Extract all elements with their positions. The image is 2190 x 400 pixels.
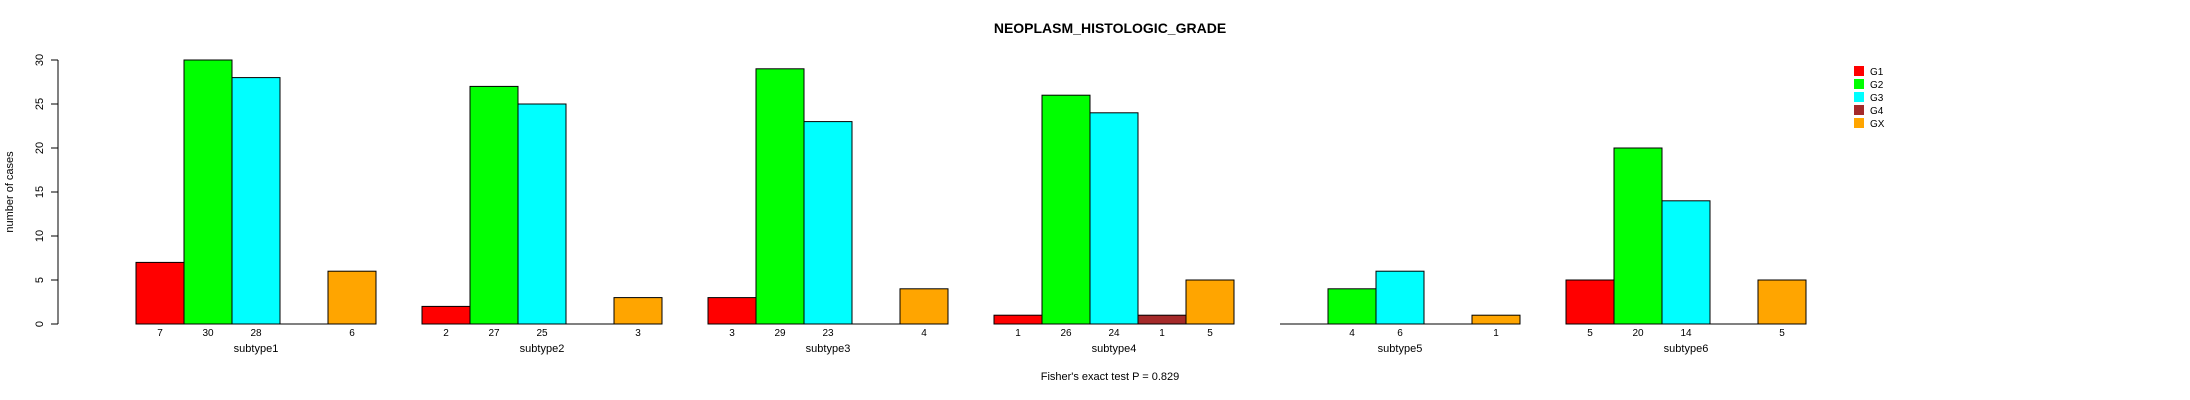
legend-label-GX: GX xyxy=(1870,119,1885,130)
bar-G1-subtype6 xyxy=(1565,279,1615,325)
bar-value-label: 4 xyxy=(921,328,927,339)
bar-value-label: 1 xyxy=(1159,328,1165,339)
legend-label-G2: G2 xyxy=(1870,80,1884,91)
y-tick-label: 15 xyxy=(34,186,46,198)
bar-G3-subtype3 xyxy=(803,121,853,325)
category-label: subtype2 xyxy=(520,343,565,355)
bar-value-label: 7 xyxy=(157,328,163,339)
bar-G4-subtype4 xyxy=(1137,314,1187,325)
legend-swatch-G1 xyxy=(1854,66,1864,76)
bar-GX-subtype3 xyxy=(899,288,949,325)
legend: G1 G2 G3 G4 GX xyxy=(1854,66,1885,130)
y-tick-label: 30 xyxy=(34,54,46,66)
bar-GX-subtype6 xyxy=(1757,279,1807,325)
y-tick-label: 25 xyxy=(34,98,46,110)
bar-GX-subtype2 xyxy=(613,297,663,325)
bar-G3-subtype1 xyxy=(231,77,281,325)
category-label: subtype5 xyxy=(1378,343,1423,355)
bar-groups: 7 30 28 6 subtype1 2 27 25 3 subtype2 3 29 23 4 subtyp… xyxy=(135,59,1807,355)
bar-group-subtype1: 7 30 28 6 subtype1 xyxy=(135,59,377,355)
bar-value-label: 25 xyxy=(536,328,548,339)
legend-label-G3: G3 xyxy=(1870,93,1884,104)
bar-value-label: 24 xyxy=(1108,328,1120,339)
bar-value-label: 23 xyxy=(822,328,834,339)
bar-group-subtype6: 5 20 14 5 subtype6 xyxy=(1565,147,1807,355)
bar-value-label: 27 xyxy=(488,328,500,339)
legend-swatch-G3 xyxy=(1854,92,1864,102)
bar-group-subtype5: 4 6 1 subtype5 xyxy=(1280,270,1521,355)
y-axis: 0 5 10 15 20 25 30 xyxy=(34,54,59,327)
bar-G3-subtype5 xyxy=(1375,270,1425,325)
bar-value-label: 14 xyxy=(1680,328,1692,339)
bar-GX-subtype4 xyxy=(1185,279,1235,325)
legend-label-G1: G1 xyxy=(1870,67,1884,78)
footnote: Fisher's exact test P = 0.829 xyxy=(1041,371,1180,383)
bar-value-label: 2 xyxy=(443,328,449,339)
legend-label-G4: G4 xyxy=(1870,106,1884,117)
y-axis-label: number of cases xyxy=(4,151,16,233)
bar-group-subtype3: 3 29 23 4 subtype3 xyxy=(707,68,949,355)
category-label: subtype4 xyxy=(1092,343,1137,355)
bar-G1-subtype2 xyxy=(421,305,471,325)
legend-swatch-G4 xyxy=(1854,105,1864,115)
bar-value-label: 5 xyxy=(1587,328,1593,339)
bar-G1-subtype4 xyxy=(993,314,1043,325)
category-label: subtype1 xyxy=(234,343,279,355)
bar-G3-subtype4 xyxy=(1089,112,1139,325)
bar-value-label: 28 xyxy=(250,328,262,339)
bar-G3-subtype2 xyxy=(517,103,567,325)
y-tick-label: 10 xyxy=(34,230,46,242)
bar-value-label: 1 xyxy=(1493,328,1499,339)
y-tick-label: 0 xyxy=(34,321,46,327)
legend-swatch-GX xyxy=(1854,118,1864,128)
bar-group-subtype2: 2 27 25 3 subtype2 xyxy=(421,85,663,355)
bar-value-label: 29 xyxy=(774,328,786,339)
bar-value-label: 30 xyxy=(202,328,214,339)
bar-G2-subtype6 xyxy=(1613,147,1663,325)
y-tick-label: 5 xyxy=(34,277,46,283)
bar-value-label: 6 xyxy=(349,328,355,339)
bar-G1-subtype3 xyxy=(707,297,757,325)
bar-G2-subtype4 xyxy=(1041,94,1091,325)
bar-G2-subtype2 xyxy=(469,85,519,325)
bar-value-label: 26 xyxy=(1060,328,1072,339)
bar-value-label: 4 xyxy=(1349,328,1355,339)
bar-G1-subtype1 xyxy=(135,261,185,325)
y-tick-label: 20 xyxy=(34,142,46,154)
bar-G3-subtype6 xyxy=(1661,200,1711,325)
bar-value-label: 1 xyxy=(1015,328,1021,339)
bar-value-label: 3 xyxy=(635,328,641,339)
bar-value-label: 5 xyxy=(1207,328,1213,339)
bar-GX-subtype1 xyxy=(327,270,377,325)
chart-title: NEOPLASM_HISTOLOGIC_GRADE xyxy=(994,20,1226,36)
category-label: subtype3 xyxy=(806,343,851,355)
bar-value-label: 20 xyxy=(1632,328,1644,339)
bar-GX-subtype5 xyxy=(1471,314,1521,325)
category-label: subtype6 xyxy=(1664,343,1709,355)
bar-G2-subtype1 xyxy=(183,59,233,325)
legend-swatch-G2 xyxy=(1854,79,1864,89)
bar-group-subtype4: 1 26 24 1 5 subtype4 xyxy=(993,94,1235,355)
bar-G2-subtype5 xyxy=(1327,288,1377,325)
bar-value-label: 3 xyxy=(729,328,735,339)
bar-value-label: 5 xyxy=(1779,328,1785,339)
bar-value-label: 6 xyxy=(1397,328,1403,339)
bar-G2-subtype3 xyxy=(755,68,805,325)
